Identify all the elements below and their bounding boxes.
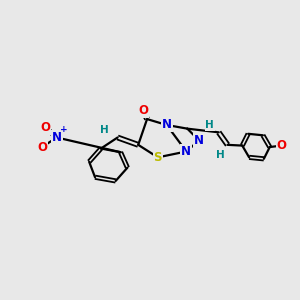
Text: +: + — [60, 125, 67, 134]
Text: H: H — [216, 150, 225, 160]
Text: S: S — [154, 151, 162, 164]
Text: O: O — [40, 121, 50, 134]
Text: H: H — [100, 125, 109, 135]
Text: N: N — [52, 131, 62, 144]
Text: O: O — [138, 104, 148, 118]
Text: O: O — [37, 141, 47, 154]
Text: N: N — [181, 145, 191, 158]
Text: O: O — [277, 139, 286, 152]
Text: N: N — [194, 134, 204, 147]
Text: N: N — [162, 118, 172, 131]
Text: H: H — [206, 120, 214, 130]
